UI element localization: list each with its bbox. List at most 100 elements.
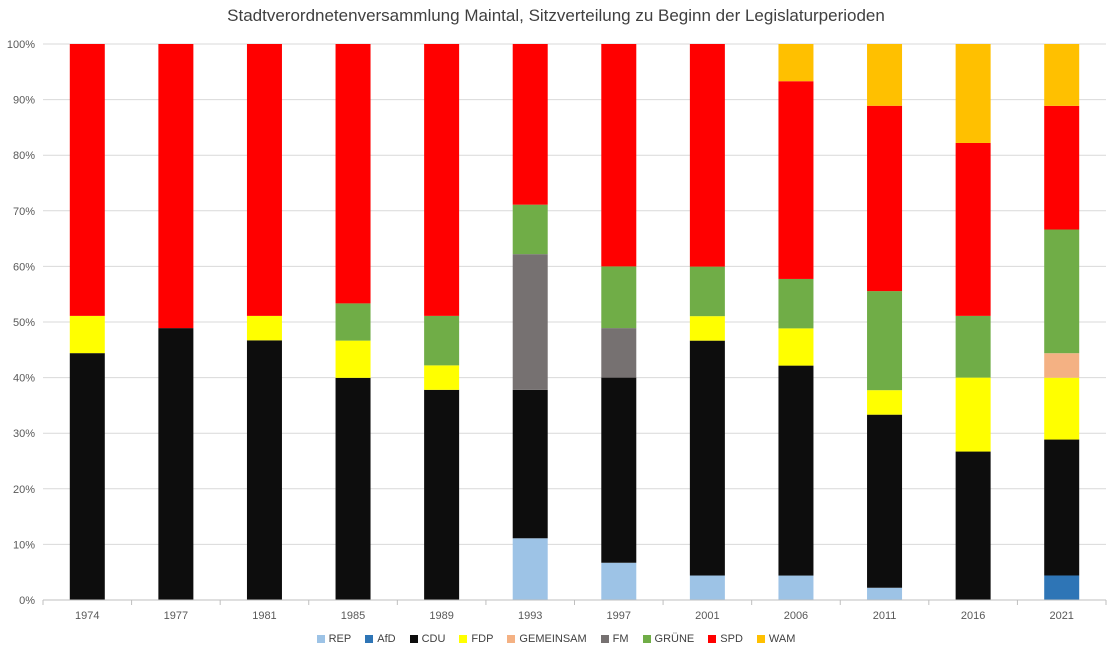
- x-tick-label: 1993: [518, 610, 542, 622]
- chart-title: Stadtverordnetenversammlung Maintal, Sit…: [227, 6, 885, 25]
- legend-item: CDU: [409, 633, 446, 645]
- bar-segment-grüne: [335, 303, 371, 341]
- legend-swatch: [316, 635, 325, 643]
- x-tick-label: 2016: [961, 610, 985, 622]
- bar-segment-spd: [69, 44, 105, 316]
- bar-segment-fdp: [424, 365, 460, 390]
- bar-segment-spd: [158, 44, 194, 329]
- legend-item: GRÜNE: [642, 633, 695, 645]
- bar-segment-rep: [778, 575, 814, 600]
- bar-segment-fm: [601, 328, 637, 378]
- bar-segment-fdp: [778, 328, 814, 366]
- bar-segment-rep: [601, 562, 637, 600]
- bar-segment-grüne: [512, 204, 548, 255]
- bar-segment-grüne: [689, 266, 725, 317]
- bar-segment-grüne: [601, 266, 637, 329]
- bar-segment-fdp: [246, 315, 282, 341]
- bar-segment-wam: [1044, 44, 1080, 106]
- x-tick-label: 2006: [784, 610, 808, 622]
- x-tick-label: 1981: [252, 610, 276, 622]
- legend: REP AfD CDU FDP GEMEINSAM FM GRÜNE SPD WAM: [0, 633, 1112, 645]
- legend-label: REP: [328, 633, 352, 645]
- legend-item: FDP: [459, 633, 493, 645]
- bars: [69, 44, 1080, 600]
- legend-label: WAM: [768, 633, 796, 645]
- legend-item: AfD: [365, 633, 396, 645]
- bar-segment-cdu: [867, 414, 903, 588]
- x-tick-label: 1997: [607, 610, 631, 622]
- bar-segment-spd: [512, 44, 548, 205]
- bar-segment-cdu: [601, 377, 637, 563]
- y-tick-label: 20%: [13, 484, 35, 496]
- legend-swatch: [365, 635, 374, 643]
- bar-segment-spd: [246, 44, 282, 316]
- bar-segment-fdp: [955, 377, 991, 452]
- y-tick-label: 90%: [13, 95, 35, 107]
- bar-segment-cdu: [424, 389, 460, 600]
- bar-segment-fdp: [69, 315, 105, 354]
- x-tick-label: 2011: [873, 610, 897, 622]
- bar-segment-fdp: [335, 340, 371, 378]
- bar-segment-cdu: [512, 389, 548, 539]
- bar-segment-spd: [955, 142, 991, 316]
- legend-label: CDU: [421, 633, 446, 645]
- bar-segment-rep: [867, 587, 903, 600]
- bar-segment-spd: [778, 81, 814, 279]
- bar-segment-spd: [1044, 105, 1080, 230]
- bar-segment-spd: [601, 44, 637, 267]
- legend-swatch: [409, 635, 418, 643]
- bar-segment-afd: [1044, 575, 1080, 600]
- y-tick-label: 80%: [13, 150, 35, 162]
- x-tick-label: 1985: [341, 610, 365, 622]
- bar-segment-spd: [867, 105, 903, 292]
- legend-label: GEMEINSAM: [519, 633, 587, 645]
- bar-segment-grüne: [1044, 229, 1080, 354]
- bar-segment-cdu: [689, 340, 725, 576]
- y-tick-label: 100%: [7, 39, 35, 51]
- bar-segment-cdu: [158, 328, 194, 600]
- legend-swatch: [507, 635, 516, 643]
- bar-segment-wam: [955, 44, 991, 143]
- legend-item: SPD: [708, 633, 743, 645]
- x-tick-label: 1974: [75, 610, 99, 622]
- legend-swatch: [708, 635, 717, 643]
- x-tick-label: 2001: [695, 610, 719, 622]
- bar-segment-fdp: [1044, 377, 1080, 440]
- bar-segment-cdu: [955, 451, 991, 600]
- axes: 0% 10% 20% 30% 40% 50% 60% 70% 80% 90% 100% 1974 197…: [7, 39, 1107, 622]
- legend-swatch: [459, 635, 468, 643]
- legend-item: FM: [600, 633, 629, 645]
- y-tick-label: 10%: [13, 539, 35, 551]
- legend-label: FDP: [471, 633, 494, 645]
- bar-segment-gemeinsam: [1044, 353, 1080, 378]
- bar-segment-grüne: [955, 315, 991, 378]
- x-tick-label: 1977: [164, 610, 188, 622]
- legend-swatch: [642, 635, 651, 643]
- bar-segment-fdp: [867, 390, 903, 415]
- bar-segment-spd: [424, 44, 460, 316]
- y-tick-label: 40%: [13, 373, 35, 385]
- legend-swatch: [600, 635, 609, 643]
- y-tick-label: 50%: [13, 317, 35, 329]
- bar-segment-spd: [689, 44, 725, 267]
- legend-label: GRÜNE: [654, 633, 695, 645]
- bar-segment-cdu: [778, 365, 814, 576]
- legend-item: REP: [316, 633, 352, 645]
- bar-segment-fdp: [689, 316, 725, 341]
- legend-item: GEMEINSAM: [507, 633, 587, 645]
- bar-segment-cdu: [335, 377, 371, 600]
- legend-label: AfD: [377, 633, 396, 645]
- legend-item: WAM: [756, 633, 796, 645]
- legend-label: FM: [612, 633, 629, 645]
- gridlines: [43, 43, 1106, 545]
- bar-segment-cdu: [1044, 439, 1080, 576]
- y-tick-label: 60%: [13, 261, 35, 273]
- bar-segment-rep: [512, 538, 548, 600]
- x-tick-label: 2021: [1049, 610, 1073, 622]
- bar-segment-wam: [867, 44, 903, 106]
- bar-segment-wam: [778, 44, 814, 82]
- legend-swatch: [756, 635, 765, 643]
- bar-segment-cdu: [246, 340, 282, 600]
- legend-label: SPD: [720, 633, 743, 645]
